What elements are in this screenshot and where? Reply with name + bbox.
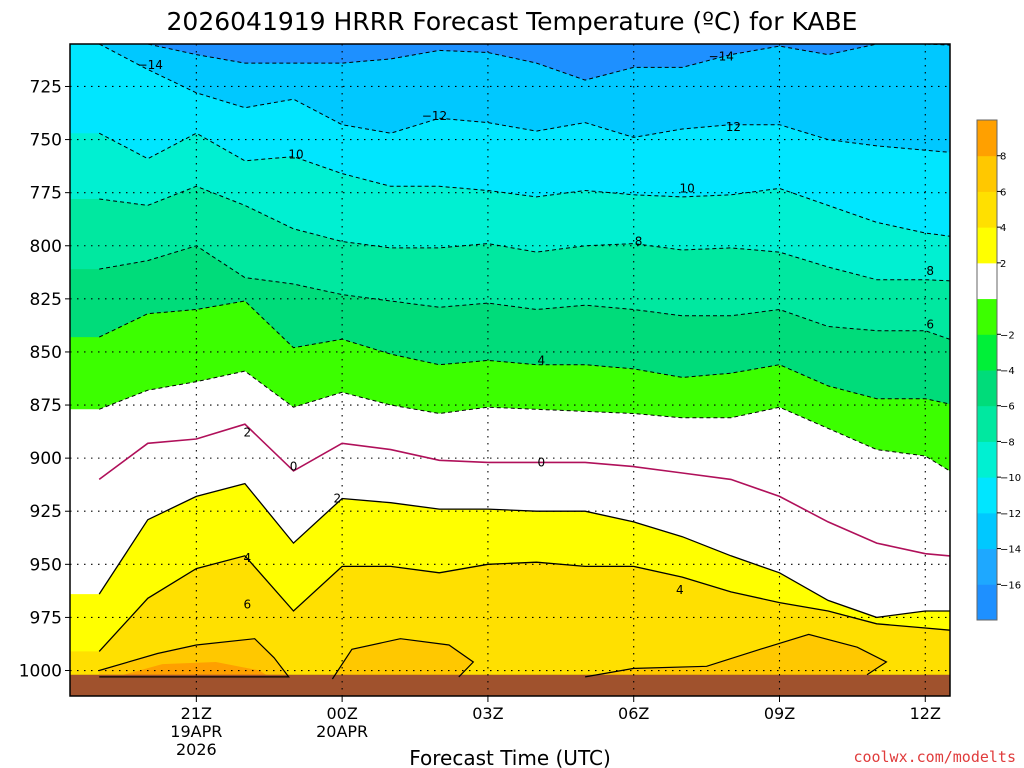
contour-label-1: −14 [709, 50, 734, 64]
isotherm-4 [98, 555, 950, 652]
contour-label-15: 4 [676, 583, 684, 597]
isotherm-2 [98, 482, 950, 619]
colorbar-label-10: 6 [1000, 187, 1006, 198]
colorbar-label-6: −4 [1000, 366, 1015, 377]
contour-label-8: 6 [926, 317, 934, 331]
y-tick-label-750: 750 [30, 131, 62, 151]
x-tick-label-06Z: 06Z [618, 704, 649, 723]
colorbar-label-2: −12 [1000, 509, 1021, 520]
contour-label-16: 6 [244, 598, 252, 612]
band-fill-above--14 [70, 44, 950, 81]
warm-pocket-outline-3 [584, 633, 888, 678]
colorbar-swatch-10 [977, 227, 997, 264]
colorbar-swatch-13 [977, 120, 997, 157]
pressure-axis: 725 750 775 800 825 850 875 900 925 950 975 1000 [19, 77, 70, 682]
warm-pocket-outline-2 [331, 638, 475, 680]
y-tick-label-950: 950 [30, 555, 62, 575]
plot-frame [69, 43, 951, 697]
x-tick-label-09Z: 09Z [764, 704, 795, 723]
source-credit[interactable]: coolwx.com/modelts [853, 748, 1016, 766]
contour-label-0: −14 [138, 58, 163, 72]
y-tick-label-725: 725 [30, 77, 62, 97]
colorbar-swatch-3 [977, 477, 997, 514]
contour-label-2: −12 [422, 109, 447, 123]
colorbar-label-0: −16 [1000, 580, 1021, 591]
y-tick-label-850: 850 [30, 343, 62, 363]
isotherm--14 [99, 44, 950, 81]
colorbar-swatch-1 [977, 548, 997, 585]
contour-label-10: 0 [290, 460, 298, 474]
x-tick-label-21Z: 21Z [181, 704, 212, 723]
colorbar-swatch-9 [977, 262, 997, 300]
x-tick-label-00Z: 00Z [326, 704, 357, 723]
contour-label-14: 4 [244, 551, 252, 565]
chart-title: 2026041919 HRRR Forecast Temperature (ºC… [167, 7, 858, 36]
y-tick-label-875: 875 [30, 396, 62, 416]
contour-label-13: 2 [244, 426, 252, 440]
isotherm--4 [98, 300, 950, 405]
colorbar-label-4: −8 [1000, 437, 1015, 448]
y-tick-label-775: 775 [30, 184, 62, 204]
contour-labels: −14 −14 −12 12 10 10 8 8 6 4 0 0 2 2 4 4 6 [138, 50, 934, 612]
isotherm--10 [98, 132, 950, 237]
isotherm--12 [98, 44, 950, 153]
colorbar-swatch-12 [977, 155, 997, 192]
x-axis-label: Forecast Time (UTC) [409, 746, 611, 768]
x-tick-label-03Z: 03Z [472, 704, 503, 723]
contour-label-6: 8 [635, 235, 643, 249]
y-tick-label-925: 925 [30, 502, 62, 522]
x-tick-label-2026: 2026 [176, 740, 217, 759]
contour-label-9: 4 [538, 353, 546, 367]
y-tick-label-900: 900 [30, 449, 62, 469]
y-tick-label-825: 825 [30, 290, 62, 310]
isotherm-lines [98, 44, 950, 680]
ground-fill [70, 674, 950, 696]
contour-label-11: 0 [538, 455, 546, 469]
warm-pocket-fill-3 [585, 634, 887, 677]
contour-label-12: 2 [333, 491, 341, 505]
colorbar-swatch-6 [977, 370, 997, 407]
colorbar-swatch-11 [977, 191, 997, 228]
colorbar-legend: −16 −14 −12 −10 −8 −6 −4 −2 2 4 6 8 [976, 119, 1021, 621]
y-tick-label-975: 975 [30, 608, 62, 628]
colorbar-label-8: 2 [1000, 259, 1006, 270]
colorbar-swatch-7 [977, 334, 997, 371]
contour-label-5: 10 [680, 181, 695, 195]
colorbar-label-3: −10 [1000, 473, 1021, 484]
warm-pocket-outline-1 [99, 638, 290, 678]
x-tick-label-19APR: 19APR [170, 722, 222, 741]
warm-pocket-fill-2 [332, 638, 474, 679]
y-tick-label-800: 800 [30, 237, 62, 257]
colorbar-swatch-4 [977, 441, 997, 478]
colorbar-swatch-5 [977, 405, 997, 442]
y-tick-label-1000: 1000 [19, 662, 62, 682]
colorbar-label-7: −2 [1000, 330, 1015, 341]
colorbar-swatch-0 [977, 584, 997, 621]
colorbar-label-5: −6 [1000, 402, 1015, 413]
band-fill-above--12 [70, 44, 950, 153]
colorbar-swatch-2 [977, 512, 997, 550]
plot-area [70, 44, 950, 696]
contour-label-4: 10 [288, 147, 303, 161]
hot-pocket-fill [123, 662, 270, 677]
colorbar-label-1: −14 [1000, 545, 1021, 556]
colorbar-label-9: 4 [1000, 223, 1006, 234]
isotherm-0 [98, 423, 950, 557]
contour-label-7: 8 [926, 264, 934, 278]
colorbar-label-11: 8 [1000, 152, 1006, 163]
isotherm--2 [99, 370, 950, 472]
x-tick-label-12Z: 12Z [910, 704, 941, 723]
colorbar-swatch-8 [977, 298, 997, 335]
contour-label-3: 12 [726, 120, 741, 134]
x-tick-label-20APR: 20APR [316, 722, 368, 741]
